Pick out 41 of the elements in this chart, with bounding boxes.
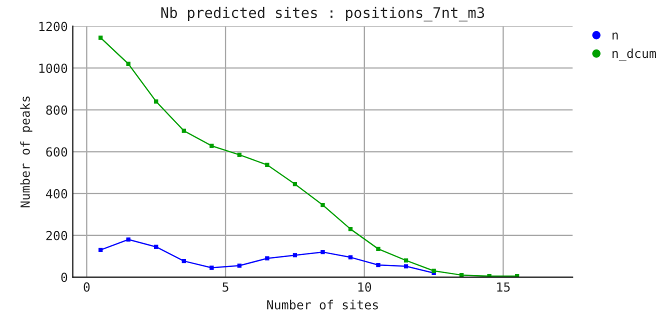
point xyxy=(126,62,130,66)
point xyxy=(98,36,103,40)
x-tick-label: 10 xyxy=(358,282,372,292)
point xyxy=(182,258,186,264)
point xyxy=(237,264,242,268)
point xyxy=(154,99,158,104)
point xyxy=(320,250,325,254)
point xyxy=(210,266,214,270)
point xyxy=(126,237,130,242)
y-tick-label: 1200 xyxy=(39,22,68,32)
y-axis-title: Number of peaks xyxy=(20,96,32,208)
point xyxy=(376,262,380,268)
point xyxy=(182,128,186,133)
point xyxy=(98,248,103,252)
legend-label: n xyxy=(612,32,618,40)
y-tick-label: 800 xyxy=(46,105,68,115)
legend-label: n_dcum xyxy=(612,48,656,61)
point xyxy=(404,264,408,268)
point xyxy=(348,255,353,260)
point xyxy=(265,162,270,167)
point xyxy=(292,182,298,186)
point xyxy=(432,268,436,273)
x-axis-title: Number of sites xyxy=(267,300,378,310)
point xyxy=(265,256,270,260)
chart-title: Nb predicted sites : positions_7nt_m3 xyxy=(161,6,484,22)
y-tick-label: 600 xyxy=(46,147,68,157)
x-tick-label: 0 xyxy=(84,282,90,292)
point xyxy=(348,226,353,232)
x-tick-label: 5 xyxy=(222,282,228,292)
x-tick-label: 15 xyxy=(497,282,510,292)
point xyxy=(210,144,214,148)
point xyxy=(404,258,408,263)
y-tick-label: 0 xyxy=(61,272,68,282)
point xyxy=(376,246,380,252)
y-tick-label: 400 xyxy=(46,189,68,198)
point xyxy=(154,244,158,249)
point xyxy=(237,152,242,157)
point xyxy=(320,202,325,208)
y-tick-label: 200 xyxy=(46,230,68,240)
y-tick-label: 1000 xyxy=(39,64,68,74)
point xyxy=(292,253,298,258)
